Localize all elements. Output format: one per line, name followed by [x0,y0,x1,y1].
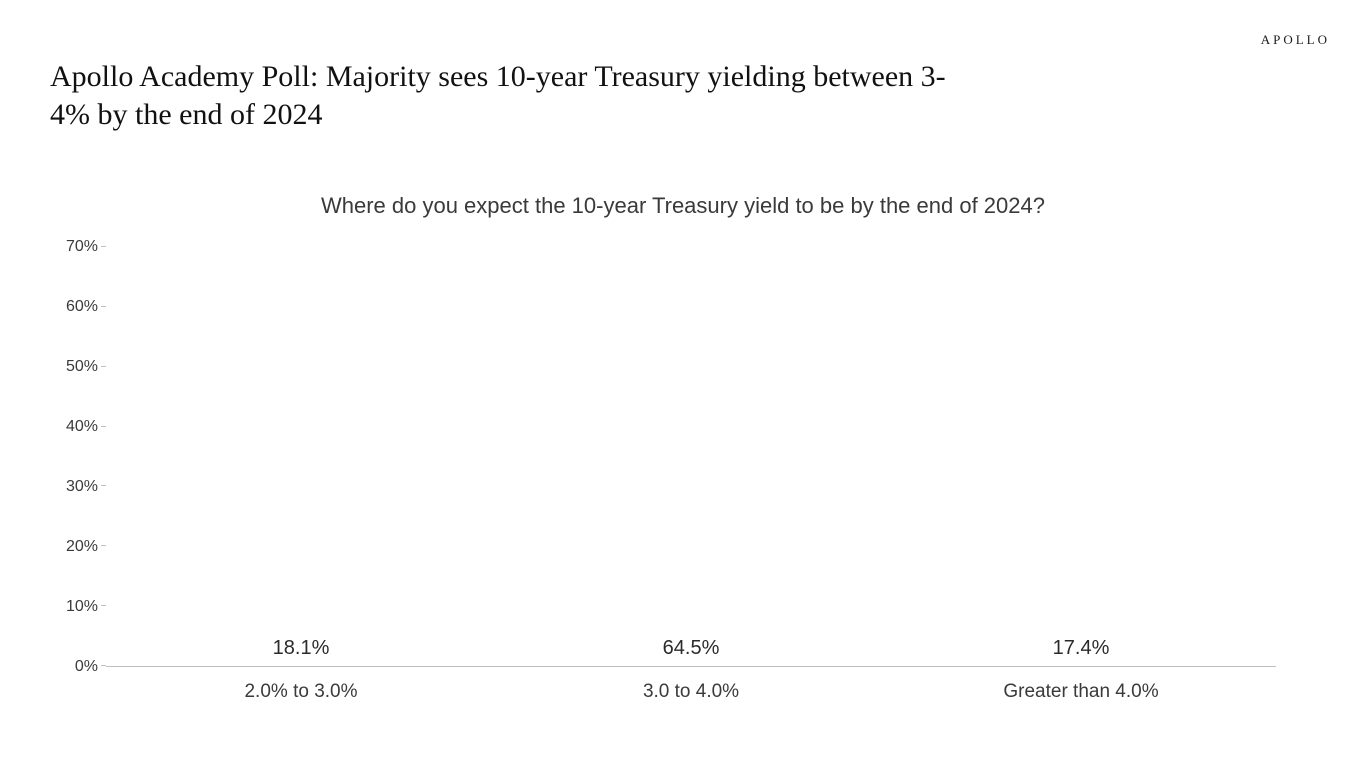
y-tick-label: 30% [66,478,98,496]
bar-slot: 18.1% [106,637,496,666]
bar-slot: 17.4% [886,637,1276,666]
bar-slot: 64.5% [496,637,886,666]
y-tick-label: 60% [66,298,98,316]
y-tick-mark [101,306,106,307]
bar-value-label: 64.5% [663,637,720,660]
y-tick-label: 10% [66,598,98,616]
bars-container: 18.1% 64.5% 17.4% [106,247,1276,666]
y-tick-label: 20% [66,538,98,556]
y-tick-mark [101,485,106,486]
y-tick-label: 50% [66,358,98,376]
x-tick-label: Greater than 4.0% [886,667,1276,703]
bar-value-label: 18.1% [273,637,330,660]
brand-logo-text: APOLLO [1261,32,1330,48]
y-tick-label: 40% [66,418,98,436]
chart-subtitle: Where do you expect the 10-year Treasury… [50,193,1316,219]
x-tick-label: 3.0 to 4.0% [496,667,886,703]
y-tick-mark [101,366,106,367]
chart: 0%10%20%30%40%50%60%70% 18.1%64.5%17.4% [50,247,1316,667]
y-tick-label: 70% [66,238,98,256]
bar-value-label: 17.4% [1053,637,1110,660]
x-tick-label: 2.0% to 3.0% [106,667,496,703]
y-tick-mark [101,545,106,546]
y-tick-mark [101,605,106,606]
y-axis: 0%10%20%30%40%50%60%70% [50,247,106,667]
y-tick-mark [101,426,106,427]
y-tick-mark [101,246,106,247]
x-axis: 2.0% to 3.0%3.0 to 4.0%Greater than 4.0% [106,667,1276,703]
y-tick-label: 0% [75,658,98,676]
chart-title: Apollo Academy Poll: Majority sees 10-ye… [50,58,950,133]
page: APOLLO Apollo Academy Poll: Majority see… [0,0,1366,768]
y-tick-mark [101,665,106,666]
plot-area: 18.1% 64.5% 17.4% [106,247,1276,667]
